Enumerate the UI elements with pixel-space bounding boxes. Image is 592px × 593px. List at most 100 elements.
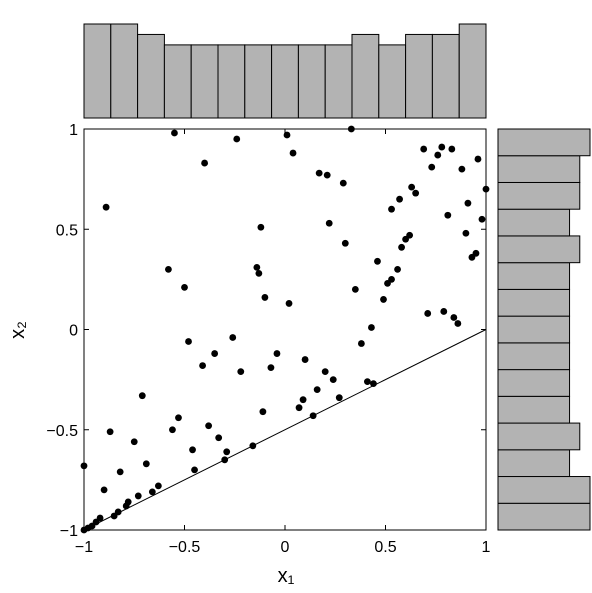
point — [229, 334, 237, 341]
point — [100, 486, 108, 494]
point — [138, 392, 146, 400]
point — [175, 414, 182, 422]
point — [223, 448, 231, 456]
point — [191, 466, 198, 474]
point — [165, 265, 172, 273]
point — [474, 155, 482, 163]
point — [102, 203, 110, 211]
point — [458, 165, 466, 173]
point — [261, 294, 269, 301]
histogram-bar — [351, 33, 380, 119]
point — [181, 283, 188, 291]
histogram-bar — [458, 23, 487, 119]
point — [315, 169, 323, 177]
point — [420, 145, 428, 153]
point — [257, 223, 265, 231]
point — [412, 189, 420, 197]
point — [364, 378, 371, 386]
point — [199, 362, 206, 369]
histogram-bar — [217, 44, 246, 119]
y-tick-label: 0 — [69, 323, 78, 340]
histogram-bar — [497, 369, 571, 397]
point — [388, 205, 395, 213]
histogram-bar — [497, 395, 571, 424]
histogram-bar — [497, 262, 571, 290]
point — [215, 434, 223, 442]
point — [211, 350, 219, 357]
point — [347, 125, 355, 133]
histogram-bar — [431, 33, 460, 119]
point — [325, 219, 333, 227]
point — [273, 350, 281, 357]
histogram-bar — [497, 476, 591, 504]
point — [116, 468, 124, 476]
point — [283, 131, 291, 139]
point — [388, 275, 395, 283]
histogram-bar — [497, 155, 581, 183]
point — [428, 163, 436, 171]
point — [267, 364, 275, 371]
x-tick-label: 0.5 — [374, 539, 396, 556]
point — [370, 380, 377, 388]
point — [454, 320, 462, 327]
point — [313, 386, 321, 394]
point — [462, 229, 470, 237]
histogram-bar — [497, 235, 581, 264]
point — [424, 310, 432, 317]
point — [295, 404, 303, 412]
point — [335, 394, 343, 402]
x-tick-label: −1 — [75, 539, 93, 556]
histogram-bar — [244, 44, 273, 119]
point — [221, 456, 229, 464]
point — [233, 135, 241, 143]
x-tick-label: 1 — [482, 539, 491, 556]
histogram-bar — [497, 342, 571, 371]
point — [434, 151, 442, 159]
histogram-bar — [271, 44, 299, 119]
y-tick-label: 0.5 — [56, 222, 78, 239]
histogram-bar — [324, 44, 353, 119]
y-tick-label: −0.5 — [46, 423, 78, 440]
point — [80, 462, 88, 470]
point — [169, 426, 176, 434]
point — [134, 492, 142, 500]
point — [237, 368, 245, 376]
x-tick-label: −0.5 — [169, 539, 201, 556]
point — [398, 243, 405, 251]
point — [394, 265, 401, 273]
point — [154, 482, 162, 490]
point — [122, 502, 130, 510]
point — [444, 211, 452, 219]
histogram-bar — [83, 23, 112, 119]
point — [80, 526, 88, 534]
point — [341, 239, 349, 247]
histogram-bar — [405, 33, 433, 119]
reference-line — [83, 329, 487, 531]
histogram-bar — [297, 44, 326, 119]
x-tick-label: 0 — [281, 539, 290, 556]
point — [374, 257, 381, 265]
point — [253, 263, 261, 271]
point — [201, 159, 209, 167]
point — [110, 512, 118, 520]
histogram-bar — [190, 44, 219, 119]
point — [368, 324, 375, 331]
y-axis-label: x₂ — [7, 321, 29, 339]
point — [249, 442, 257, 450]
point — [299, 396, 307, 404]
point — [185, 338, 192, 345]
point — [380, 296, 387, 303]
point — [289, 149, 297, 157]
point — [130, 438, 138, 446]
point — [255, 269, 263, 277]
point — [448, 145, 456, 153]
histogram-bar — [497, 502, 591, 531]
point — [450, 314, 458, 321]
histogram-bar — [378, 44, 407, 119]
point — [440, 308, 448, 315]
point — [259, 408, 267, 416]
point — [406, 231, 414, 239]
point — [142, 460, 150, 468]
point — [482, 185, 490, 193]
